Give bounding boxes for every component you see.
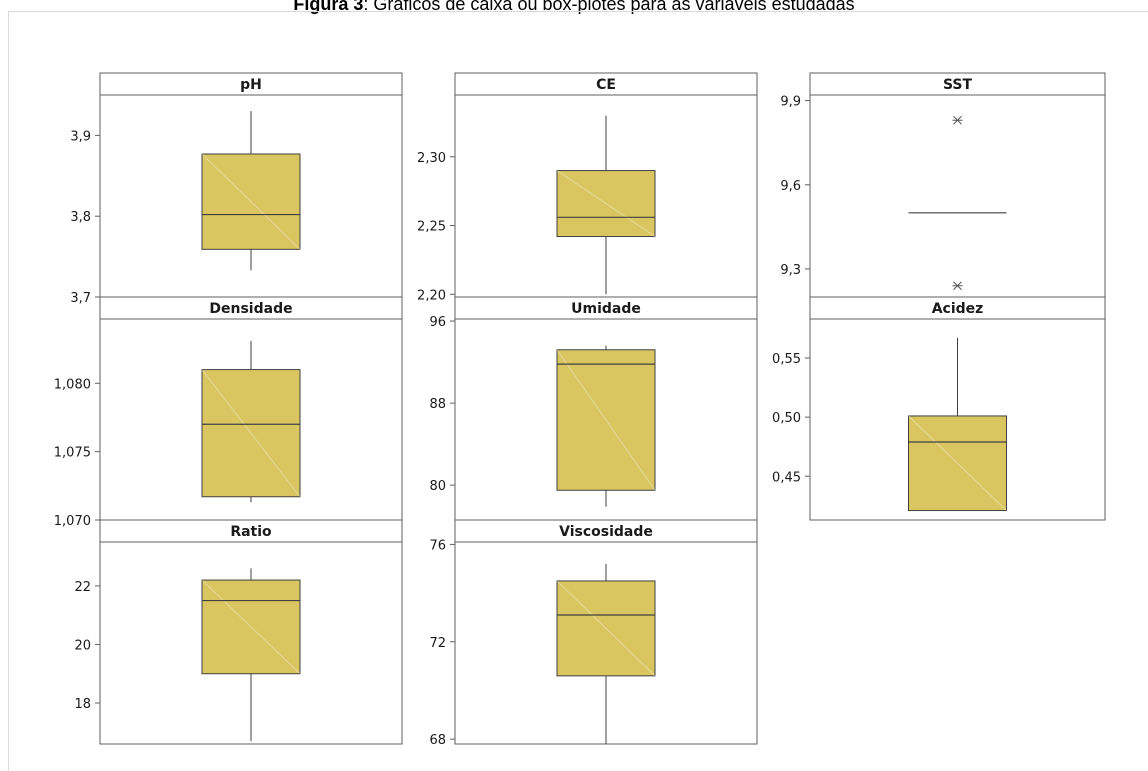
outlier-point	[952, 281, 963, 291]
panel-header	[454, 296, 758, 320]
box-sheen	[556, 349, 656, 491]
panel-header	[454, 519, 758, 543]
panel-header	[99, 519, 403, 543]
iqr-box	[201, 369, 301, 498]
caption-label: Figura 3	[293, 0, 364, 14]
boxplot-panel-acidez: Acidez 0,45 0,50 0,55	[772, 296, 1106, 521]
y-tick-label: 22	[74, 580, 91, 595]
y-tick-label: 3,7	[70, 291, 91, 306]
panel-header	[809, 72, 1106, 96]
y-tick-label: 88	[429, 397, 446, 412]
y-tick-label: 0,55	[772, 352, 801, 367]
y-tick-label: 9,3	[780, 263, 801, 278]
y-tick-label: 9,9	[780, 95, 801, 110]
y-tick-label: 3,9	[70, 129, 91, 144]
y-tick-label: 80	[429, 479, 446, 494]
box-sheen	[908, 415, 1007, 511]
iqr-box	[201, 579, 301, 675]
y-tick-label: 1,070	[54, 514, 91, 529]
boxplot-panel-umidade: Umidade 80 88 96	[429, 296, 758, 521]
box-sheen	[201, 153, 301, 250]
y-tick-label: 2,30	[417, 151, 446, 166]
y-tick-label: 18	[74, 697, 91, 712]
iqr-box	[556, 580, 656, 677]
panel-title-umidade: Umidade	[571, 301, 641, 317]
boxplot-panel-ce: CE 2,20 2,25 2,30	[417, 72, 758, 303]
boxplot-panel-densidade: Densidade 1,070 1,075 1,080	[54, 296, 403, 529]
y-tick-label: 1,080	[54, 377, 91, 392]
panel-title-ce: CE	[596, 77, 616, 93]
boxplot-panel-ph: pH 3,7 3,8 3,9	[70, 72, 403, 306]
y-tick-label: 9,6	[780, 179, 801, 194]
outlier-point	[952, 115, 963, 125]
panel-title-sst: SST	[943, 77, 973, 93]
panel-header	[809, 296, 1106, 320]
panel-header	[454, 72, 758, 96]
box-sheen	[556, 580, 656, 677]
iqr-box	[556, 170, 656, 238]
panel-title-ph: pH	[240, 77, 262, 93]
y-tick-label: 76	[429, 538, 446, 553]
box-sheen	[201, 369, 301, 498]
figure-frame	[8, 11, 1148, 771]
figure-caption: Figura 3: Gráficos de caixa ou box-plote…	[0, 0, 1148, 15]
panel-frame	[809, 72, 1106, 298]
caption-text: : Gráficos de caixa ou box-plotes para a…	[363, 0, 855, 14]
panel-header	[99, 72, 403, 96]
iqr-box	[556, 349, 656, 491]
y-tick-label: 1,075	[54, 446, 91, 461]
iqr-box	[201, 153, 301, 250]
y-tick-label: 0,50	[772, 411, 801, 426]
boxplot-panel-sst: SST 9,3 9,6 9,9	[780, 72, 1106, 298]
y-tick-label: 3,8	[70, 210, 91, 225]
y-tick-label: 2,25	[417, 220, 446, 235]
boxplot-panel-ratio: Ratio 18 20 22	[74, 519, 403, 745]
panel-title-acidez: Acidez	[932, 301, 984, 317]
y-tick-label: 0,45	[772, 470, 801, 485]
panel-title-densidade: Densidade	[209, 301, 292, 317]
y-tick-label: 72	[429, 636, 446, 651]
y-tick-label: 96	[429, 315, 446, 330]
boxplot-panel-viscosidade: Viscosidade 68 72 76	[429, 519, 758, 748]
y-tick-label: 68	[429, 733, 446, 748]
y-tick-label: 2,20	[417, 288, 446, 303]
y-tick-label: 20	[74, 638, 91, 653]
box-sheen	[556, 170, 656, 237]
box-sheen	[201, 579, 301, 675]
iqr-box	[908, 415, 1007, 512]
panel-title-viscosidade: Viscosidade	[559, 524, 653, 540]
panel-title-ratio: Ratio	[230, 524, 272, 540]
panel-header	[99, 296, 403, 320]
